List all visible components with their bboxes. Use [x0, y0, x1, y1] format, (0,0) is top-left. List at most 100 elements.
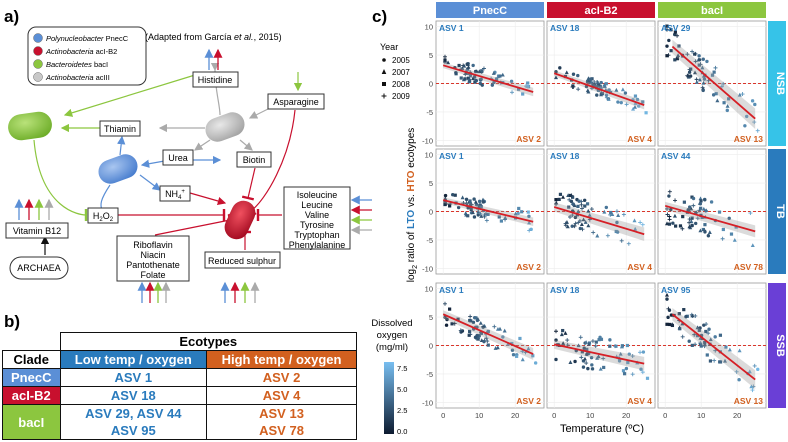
- data-point: [443, 193, 448, 198]
- data-point: [593, 83, 597, 87]
- data-point: [693, 70, 698, 75]
- data-point: [667, 189, 672, 194]
- b12-uptake-arrows: [14, 198, 54, 220]
- data-point: [466, 64, 471, 69]
- data-point: [734, 369, 739, 374]
- diagram-arrows: [33, 62, 303, 255]
- data-point: [499, 219, 503, 223]
- data-point: [624, 102, 629, 107]
- data-point: [481, 325, 485, 329]
- clade-cell: bacI: [2, 404, 61, 440]
- data-point: [673, 30, 677, 34]
- data-point: [727, 216, 731, 221]
- data-point: [473, 80, 477, 84]
- y-tick-label: -10: [422, 264, 433, 273]
- data-point: [609, 210, 613, 215]
- legend-label: Polynucleobacter PnecC: [46, 34, 129, 43]
- data-point: [680, 226, 685, 231]
- data-point: [694, 77, 699, 82]
- data-point: [743, 124, 747, 128]
- data-point: [697, 63, 701, 67]
- facet-row-header: [768, 149, 786, 274]
- data-point: [570, 224, 574, 228]
- data-point: [615, 220, 619, 225]
- hto-asv-label: ASV 13: [734, 134, 764, 144]
- data-point: [484, 336, 489, 341]
- data-point: [595, 79, 600, 84]
- data-point: [723, 358, 728, 363]
- data-point: [585, 202, 590, 206]
- hto-asv-label: ASV 2: [516, 134, 541, 144]
- label-amino-item: Phenylalanine: [289, 240, 346, 250]
- data-point: [632, 104, 637, 109]
- data-point: [604, 82, 608, 86]
- data-point: [690, 223, 694, 228]
- label-amino-item: Valine: [305, 210, 329, 220]
- data-point: [701, 57, 705, 61]
- data-point: [619, 344, 624, 349]
- data-point: [567, 214, 572, 219]
- data-point: [672, 213, 677, 218]
- data-point: [446, 60, 451, 65]
- low-ecotype-cell: ASV 29, ASV 44 ASV 95: [59, 404, 208, 440]
- data-point: [443, 54, 447, 59]
- data-point: [687, 220, 692, 225]
- data-point: [595, 355, 600, 360]
- sulphur-uptake-arrows: [220, 281, 260, 303]
- data-point: [584, 351, 589, 356]
- data-point: [640, 370, 645, 375]
- label-vitamin-item: Niacin: [140, 250, 165, 260]
- data-point: [624, 366, 629, 371]
- data-point: [479, 205, 483, 209]
- facet-panel: ASV 1 ASV 2: [435, 148, 545, 275]
- data-point: [692, 332, 697, 337]
- data-point: [589, 77, 593, 81]
- confidence-band: [554, 202, 645, 242]
- data-point: [675, 57, 680, 61]
- year-legend-label: 2005: [392, 56, 410, 65]
- year-legend-marker: [381, 93, 387, 99]
- legend-label: Bacteroidetes bacI: [46, 60, 108, 69]
- arrow-grey-to-urea: [194, 139, 211, 151]
- data-point: [471, 63, 475, 68]
- facet-row-header: [768, 283, 786, 408]
- data-point: [520, 357, 525, 362]
- facet-row-label: TB: [774, 204, 786, 219]
- data-point: [705, 353, 709, 357]
- data-point: [732, 238, 737, 242]
- data-point: [456, 317, 460, 321]
- data-point: [443, 301, 447, 306]
- data-point: [727, 347, 732, 352]
- data-point: [527, 214, 531, 219]
- data-point: [526, 210, 530, 214]
- data-point: [616, 213, 621, 217]
- data-point: [750, 388, 755, 393]
- year-legend-label: 2008: [392, 80, 410, 89]
- data-point: [678, 327, 682, 331]
- data-point: [502, 328, 507, 333]
- facet-panel: ASV 18 ASV 4: [546, 148, 656, 275]
- data-point: [458, 328, 463, 333]
- data-point: [554, 198, 558, 202]
- data-point: [640, 222, 645, 227]
- hto-asv-label: ASV 13: [734, 396, 764, 406]
- diagram-labels: Histidine Asparagine Thiamin Urea Biotin…: [5, 71, 351, 282]
- facet-panel: ASV 1 ASV 2: [435, 282, 545, 409]
- data-point: [527, 220, 532, 225]
- regression-line: [671, 45, 756, 120]
- data-point: [586, 208, 591, 213]
- data-point: [533, 361, 538, 365]
- data-point: [617, 359, 622, 363]
- data-point: [737, 378, 741, 382]
- data-point: [614, 344, 618, 348]
- data-point: [473, 75, 477, 79]
- data-point: [472, 215, 477, 219]
- data-point: [526, 84, 530, 89]
- facet-col-label: bacI: [701, 5, 723, 17]
- high-ecotype-cell: ASV 4: [206, 386, 357, 405]
- data-point: [665, 24, 669, 28]
- data-point: [694, 221, 698, 226]
- label-amino-item: Tyrosine: [300, 220, 334, 230]
- data-point: [714, 92, 718, 96]
